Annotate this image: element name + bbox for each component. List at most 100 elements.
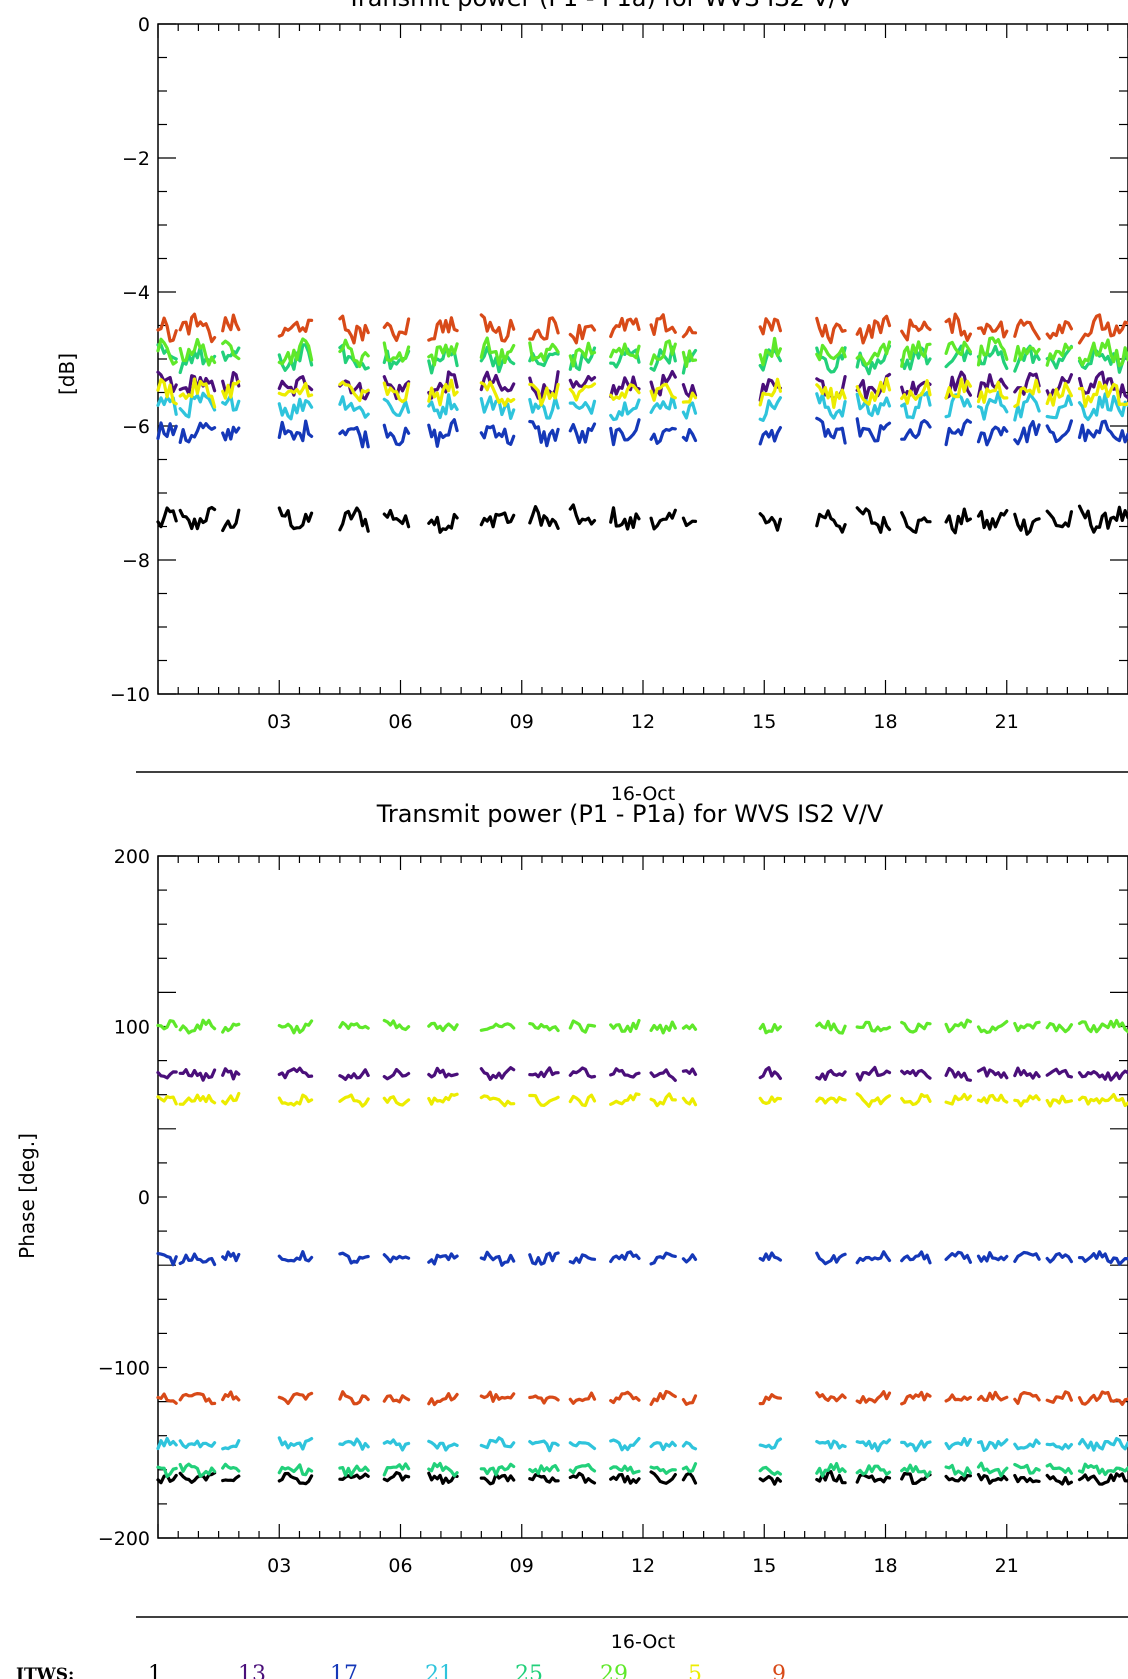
power-series-21-trace xyxy=(976,390,1009,421)
phase-y-tick-label: −200 xyxy=(98,1528,150,1550)
power-series-21-trace xyxy=(338,395,370,419)
phase-series-25-trace xyxy=(479,1462,516,1477)
phase-series-29-trace xyxy=(277,1019,314,1035)
phase-series-5-trace xyxy=(815,1095,847,1105)
phase-series-25-trace xyxy=(681,1462,698,1474)
phase-series-25-trace xyxy=(156,1465,178,1479)
power-series-25-trace xyxy=(944,344,973,369)
phase-series-5-trace xyxy=(1045,1094,1074,1108)
phase-series-25-trace xyxy=(277,1463,314,1477)
power-series-1-trace xyxy=(528,505,560,531)
phase-series-21-trace xyxy=(944,1436,973,1451)
phase-series-25-trace xyxy=(900,1463,932,1479)
power-x-tick-label: 09 xyxy=(510,711,534,733)
power-series-21-trace xyxy=(815,392,847,420)
power-series-17-trace xyxy=(1077,419,1128,444)
phase-series-1-trace xyxy=(277,1471,314,1486)
phase-series-21-trace xyxy=(976,1438,1009,1453)
power-series-17-trace xyxy=(815,416,847,445)
phase-series-29-trace xyxy=(528,1021,560,1033)
power-series-1-trace xyxy=(1045,509,1074,529)
phase-series-5-trace xyxy=(427,1092,459,1106)
power-series-21-trace xyxy=(1077,392,1128,422)
phase-series-5-trace xyxy=(1013,1094,1041,1108)
phase-series-13-trace xyxy=(178,1068,217,1082)
phase-series-25-trace xyxy=(1013,1462,1041,1475)
phase-series-25-trace xyxy=(649,1465,677,1475)
power-series-21-trace xyxy=(649,394,677,414)
power-y-tick-label: −4 xyxy=(122,282,150,304)
phase-series-13 xyxy=(156,1065,1128,1083)
power-series-1-trace xyxy=(944,507,973,535)
phase-series-21-trace xyxy=(156,1436,178,1451)
phase-series-25-trace xyxy=(976,1461,1009,1478)
power-series-1-trace xyxy=(568,503,597,526)
power-series-17-trace xyxy=(855,417,892,443)
power-series-9-trace xyxy=(479,313,516,343)
power-series-9-trace xyxy=(900,318,932,342)
power-series-21-trace xyxy=(1013,392,1041,422)
phase-series-1-trace xyxy=(1077,1472,1128,1486)
phase-series-21-trace xyxy=(1045,1442,1074,1451)
legend-item-21: 21 xyxy=(425,1662,453,1679)
phase-series-21-trace xyxy=(382,1438,411,1452)
phase-series-1-trace xyxy=(382,1470,411,1483)
phase-series-17-trace xyxy=(944,1250,973,1264)
phase-series-13-trace xyxy=(338,1068,370,1082)
phase-series-17-trace xyxy=(1013,1250,1041,1264)
power-series-25-trace xyxy=(221,346,241,362)
legend-item-25: 25 xyxy=(515,1662,543,1679)
power-ticks xyxy=(157,23,1128,695)
power-series-9-trace xyxy=(649,313,677,336)
phase-series-9-trace xyxy=(277,1391,314,1406)
power-series-29-trace xyxy=(479,336,516,366)
phase-series-25-trace xyxy=(178,1462,217,1478)
phase-series-9-trace xyxy=(178,1391,217,1406)
phase-series-9-trace xyxy=(338,1390,370,1406)
phase-series-29-trace xyxy=(1077,1018,1128,1034)
power-series-29-trace xyxy=(156,337,178,366)
phase-series-17-trace xyxy=(528,1251,560,1266)
power-series-13-trace xyxy=(681,383,698,399)
phase-x-tick-labels: 03 06 09 12 15 18 21 xyxy=(267,1555,1019,1577)
power-series-9-trace xyxy=(156,316,178,343)
phase-series-29-trace xyxy=(338,1020,370,1031)
power-series-5-trace xyxy=(277,381,314,398)
phase-series-21-trace xyxy=(900,1439,932,1453)
power-series-1-trace xyxy=(479,511,516,529)
power-series-17-trace xyxy=(758,426,783,446)
phase-series-17-trace xyxy=(427,1252,459,1266)
power-series-17-trace xyxy=(427,418,459,448)
power-series-29-trace xyxy=(277,337,314,366)
phase-plot-frame xyxy=(157,855,1128,1539)
power-series-17-trace xyxy=(277,419,314,443)
power-x-tick-label: 06 xyxy=(388,711,412,733)
phase-series-1 xyxy=(156,1470,1128,1486)
phase-series-1-trace xyxy=(338,1472,370,1482)
power-series-29-trace xyxy=(681,349,698,368)
power-series-9-trace xyxy=(568,323,597,345)
power-series-17-trace xyxy=(609,418,641,447)
power-series-5-trace xyxy=(609,383,641,401)
power-series-9-trace xyxy=(944,312,973,342)
phase-series-29-trace xyxy=(178,1018,217,1035)
phase-series-9-trace xyxy=(976,1390,1009,1403)
power-series-13-trace xyxy=(1077,370,1128,400)
phase-series-25-trace xyxy=(568,1462,597,1475)
power-series-21-trace xyxy=(758,396,783,422)
phase-series-13-trace xyxy=(382,1067,411,1081)
power-plot-frame xyxy=(157,23,1128,695)
power-series-13-trace xyxy=(976,373,1009,399)
legend-item-29: 29 xyxy=(600,1662,628,1679)
phase-series-21-trace xyxy=(758,1437,783,1450)
power-series-1-trace xyxy=(338,506,370,533)
phase-series-29-trace xyxy=(944,1018,973,1034)
phase-series-9-trace xyxy=(427,1392,459,1407)
phase-series-5-trace xyxy=(479,1094,516,1108)
power-series-5-trace xyxy=(1045,381,1074,407)
phase-series-21-trace xyxy=(178,1439,217,1450)
legend: ITWS: 1 13 17 21 25 29 5 9 xyxy=(16,1662,786,1679)
power-series-5-trace xyxy=(178,377,217,409)
power-series-9-trace xyxy=(382,317,411,342)
